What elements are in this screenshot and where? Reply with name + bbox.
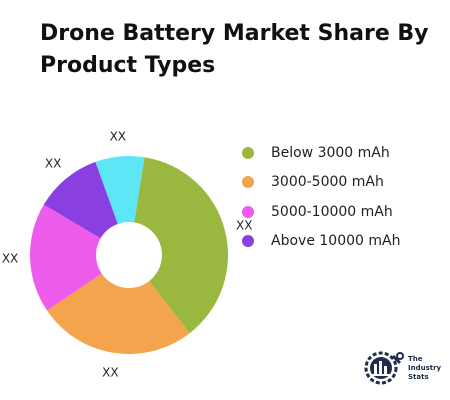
slice-data-label: XX bbox=[236, 218, 252, 232]
factory-gear-icon bbox=[364, 351, 404, 385]
slice-data-label: XX bbox=[102, 366, 118, 380]
legend-item-below-3000-mah: Below 3000 mAh bbox=[242, 138, 400, 168]
legend-swatch bbox=[242, 176, 254, 189]
pie-slice-above-10000-mah bbox=[43, 161, 118, 239]
logo-line-3: Stats bbox=[408, 372, 429, 381]
chart-title: Drone Battery Market Share By Product Ty… bbox=[40, 21, 429, 78]
pie-slice-5000-10000-mah bbox=[30, 204, 102, 311]
pie-slice-unlabeled bbox=[95, 156, 145, 224]
logo-text: The Industry Stats bbox=[408, 355, 448, 382]
slice-data-label: XX bbox=[2, 252, 18, 266]
chart-legend: Below 3000 mAh 3000-5000 mAh 5000-10000 mA… bbox=[242, 138, 400, 256]
logo-line-1: The bbox=[408, 354, 423, 363]
legend-item-3000-5000-mah: 3000-5000 mAh bbox=[242, 168, 400, 198]
legend-label: Above 10000 mAh bbox=[271, 233, 401, 250]
legend-swatch bbox=[242, 146, 254, 159]
legend-label: Below 3000 mAh bbox=[271, 144, 390, 161]
pie-slice-below-3000-mah bbox=[134, 157, 228, 334]
legend-swatch bbox=[242, 205, 254, 218]
legend-swatch bbox=[242, 235, 254, 248]
logo-line-2: Industry bbox=[408, 363, 442, 372]
slice-data-label: XX bbox=[45, 156, 61, 170]
legend-item-5000-10000-mah: 5000-10000 mAh bbox=[242, 197, 400, 227]
legend-item-above-10000-mah: Above 10000 mAh bbox=[242, 227, 400, 257]
legend-label: 5000-10000 mAh bbox=[271, 203, 393, 220]
pie-slice-3000-5000-mah bbox=[47, 273, 190, 354]
brand-logo: The Industry Stats bbox=[364, 351, 448, 385]
slice-data-label: XX bbox=[110, 130, 126, 144]
legend-label: 3000-5000 mAh bbox=[271, 174, 384, 191]
